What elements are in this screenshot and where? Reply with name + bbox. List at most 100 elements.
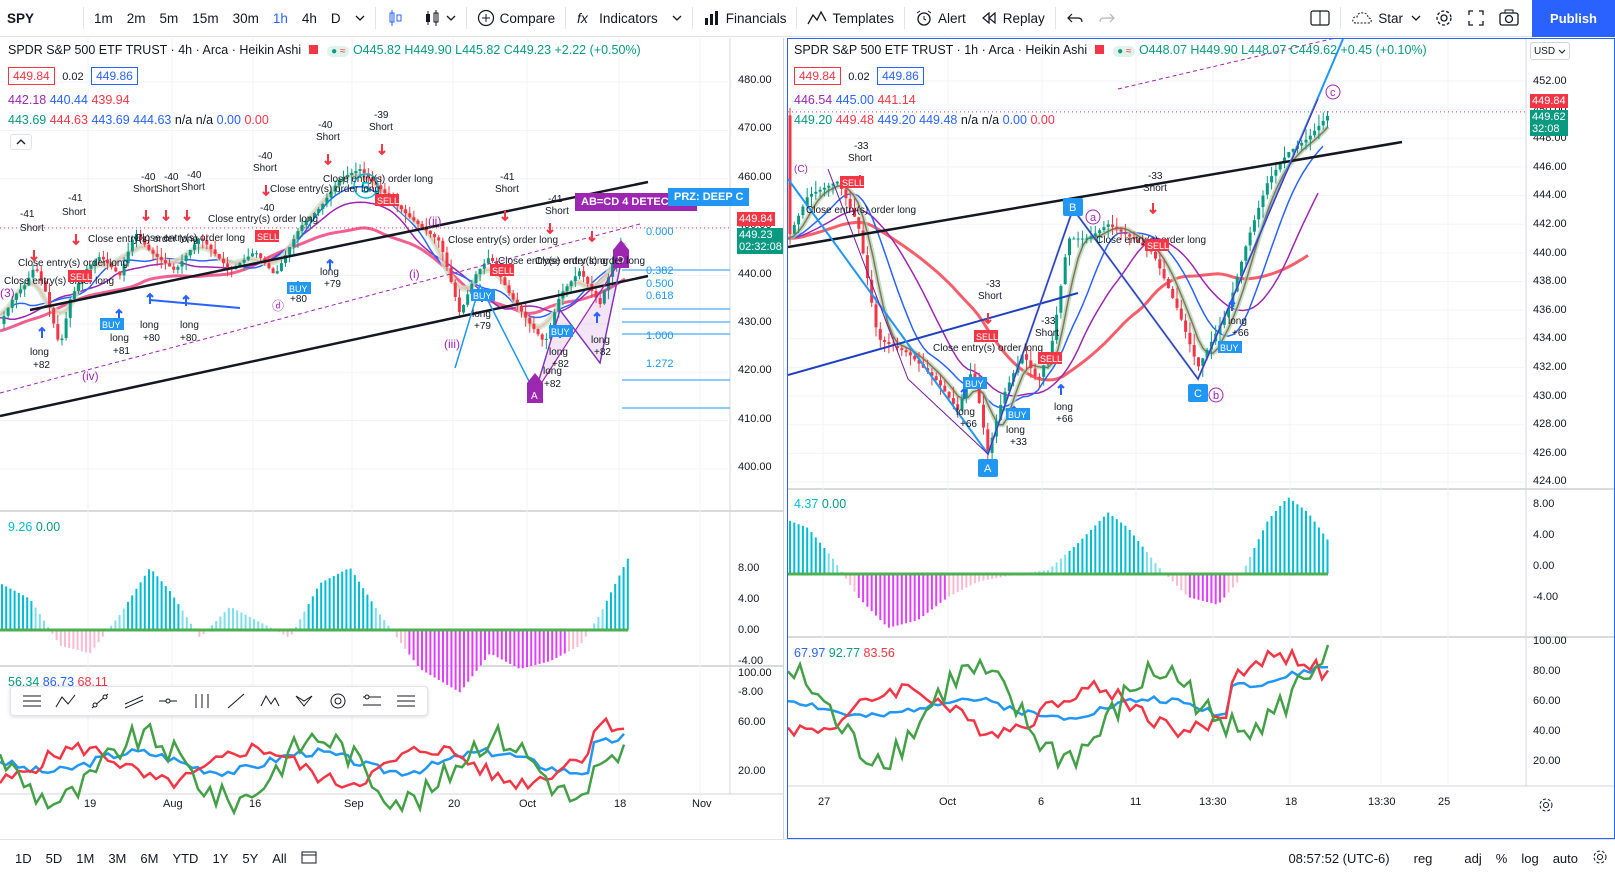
range-5d[interactable]: 5D bbox=[45, 850, 63, 866]
symbol-search[interactable]: SPY bbox=[7, 10, 35, 26]
fib-icon[interactable] bbox=[185, 687, 219, 715]
range-all[interactable]: All bbox=[272, 850, 287, 866]
xabcd-icon[interactable] bbox=[253, 687, 287, 715]
candle-body bbox=[1317, 125, 1321, 131]
session-toggle[interactable]: reg bbox=[1413, 850, 1433, 866]
ask-price[interactable]: 449.86 bbox=[91, 67, 138, 85]
candle-body bbox=[1326, 115, 1329, 121]
ask-price[interactable]: 449.86 bbox=[877, 67, 924, 85]
interval-5m[interactable]: 5m bbox=[159, 10, 179, 26]
interval-d[interactable]: D bbox=[330, 10, 341, 26]
hamburger-icon[interactable] bbox=[15, 687, 49, 715]
range-1m[interactable]: 1M bbox=[76, 850, 95, 866]
snapshot-button[interactable] bbox=[1492, 0, 1526, 37]
alert-button[interactable]: Alert bbox=[908, 0, 973, 37]
interval-30m[interactable]: 30m bbox=[232, 10, 259, 26]
undo-button[interactable] bbox=[1059, 0, 1091, 37]
time-label: Oct bbox=[939, 796, 957, 808]
chart-canvas-4h[interactable]: AD5(iv)(ii)(i)(iii)ⓓ(3)-41Short-41Short-… bbox=[0, 38, 784, 839]
replay-button[interactable]: Replay bbox=[973, 0, 1052, 37]
interval-4h[interactable]: 4h bbox=[301, 10, 317, 26]
candle-body bbox=[197, 238, 201, 245]
range-icon[interactable] bbox=[389, 687, 423, 715]
axis-label: 430.00 bbox=[1533, 389, 1567, 402]
indicator-line-1: 442.18 440.44 439.94 bbox=[8, 93, 130, 107]
settings-button[interactable] bbox=[1428, 0, 1460, 37]
series-title[interactable]: SPDR S&P 500 ETF TRUST · 1h · Arca · Hei… bbox=[794, 43, 1088, 57]
channel-icon[interactable] bbox=[117, 687, 151, 715]
fullscreen-button[interactable] bbox=[1460, 0, 1492, 37]
measure-icon[interactable] bbox=[355, 687, 389, 715]
candle-body bbox=[172, 266, 176, 270]
pattern-icon[interactable] bbox=[287, 687, 321, 715]
range-5y[interactable]: 5Y bbox=[242, 850, 259, 866]
candle-body bbox=[43, 281, 47, 292]
wave-label: (C) bbox=[794, 164, 808, 175]
candle-body bbox=[827, 185, 831, 188]
range-1d[interactable]: 1D bbox=[15, 850, 32, 866]
adjust-toggle[interactable]: adj bbox=[1464, 850, 1482, 866]
indicators-dropdown-icon[interactable] bbox=[665, 0, 689, 37]
axis-label: -4.00 bbox=[738, 655, 764, 667]
sell-arrow bbox=[588, 231, 596, 243]
indicators-button[interactable]: fx Indicators bbox=[569, 0, 665, 37]
osc-legend-1h: 4.37 0.00 bbox=[794, 497, 846, 511]
range-ytd[interactable]: YTD bbox=[172, 850, 199, 866]
redo-button[interactable] bbox=[1091, 0, 1123, 37]
currency-selector[interactable]: USD bbox=[1530, 42, 1570, 60]
interval-dropdown-icon[interactable] bbox=[348, 0, 372, 37]
axis-label: 20.00 bbox=[738, 765, 766, 777]
star-button[interactable]: Star bbox=[1344, 0, 1428, 37]
signal-badge-text: SELL bbox=[70, 272, 92, 282]
strategy-annotation: Short bbox=[1143, 183, 1167, 194]
axis-settings-button[interactable] bbox=[1536, 795, 1556, 815]
interval-1h[interactable]: 1h bbox=[272, 10, 288, 26]
range-3m[interactable]: 3M bbox=[108, 850, 127, 866]
interval-2m[interactable]: 2m bbox=[126, 10, 146, 26]
signal-badge bbox=[1218, 341, 1242, 353]
brush-icon[interactable] bbox=[321, 687, 355, 715]
settings-button[interactable] bbox=[1585, 849, 1615, 868]
financials-button[interactable]: Financials bbox=[696, 0, 794, 37]
chart-pane-4h[interactable]: A D 5 (iv) (ii) (i) (iii) ⓓ (3) -41 Short -41 Short -… bbox=[0, 38, 784, 839]
chart-canvas-1h[interactable]: ABCabc(C)-33Short-33Short-33Short-33Shor… bbox=[788, 39, 1614, 838]
candle-body bbox=[878, 329, 882, 340]
rsi-legend-4h: 56.34 86.73 68.11 bbox=[8, 675, 108, 689]
layout-button[interactable] bbox=[1303, 0, 1337, 37]
interval-15m[interactable]: 15m bbox=[192, 10, 219, 26]
goto-date-button[interactable] bbox=[294, 850, 324, 867]
interval-1m[interactable]: 1m bbox=[94, 10, 113, 26]
series-title[interactable]: SPDR S&P 500 ETF TRUST · 4h · Arca · Hei… bbox=[8, 43, 302, 57]
templates-button[interactable]: Templates bbox=[800, 0, 901, 37]
publish-button[interactable]: Publish bbox=[1532, 0, 1615, 37]
point-marker-text: C bbox=[1194, 388, 1202, 400]
axis-label: 0.00 bbox=[1533, 560, 1555, 572]
candle-body bbox=[48, 292, 52, 308]
bid-price[interactable]: 449.84 bbox=[8, 67, 55, 85]
ray-icon[interactable] bbox=[219, 687, 253, 715]
compare-button[interactable]: Compare bbox=[470, 0, 563, 37]
bar-style-button[interactable] bbox=[379, 0, 416, 37]
log-toggle[interactable]: log bbox=[1521, 850, 1539, 866]
abc-pattern-icon[interactable] bbox=[49, 687, 83, 715]
sell-arrow bbox=[30, 250, 38, 262]
signal-badge-text: BUY bbox=[1220, 343, 1239, 353]
percent-toggle[interactable]: % bbox=[1495, 850, 1508, 866]
candle-body bbox=[1059, 285, 1063, 313]
fib-level-label: 0.382 bbox=[646, 265, 674, 277]
candle-body bbox=[883, 340, 887, 342]
chart-type-button[interactable] bbox=[416, 0, 463, 37]
range-1y[interactable]: 1Y bbox=[212, 850, 229, 866]
clock-timezone[interactable]: 08:57:52 (UTC-6) bbox=[1288, 850, 1390, 866]
horizontal-line-icon[interactable] bbox=[151, 687, 185, 715]
sell-arrow bbox=[262, 185, 270, 197]
time-label: 13:30 bbox=[1199, 796, 1227, 808]
auto-toggle[interactable]: auto bbox=[1552, 850, 1578, 866]
strategy-annotation: long bbox=[591, 335, 610, 346]
trend-line-icon[interactable] bbox=[83, 687, 117, 715]
range-6m[interactable]: 6M bbox=[140, 850, 159, 866]
bid-price[interactable]: 449.84 bbox=[794, 67, 841, 85]
collapse-legend-button[interactable] bbox=[10, 134, 32, 150]
candle-body bbox=[184, 255, 188, 261]
